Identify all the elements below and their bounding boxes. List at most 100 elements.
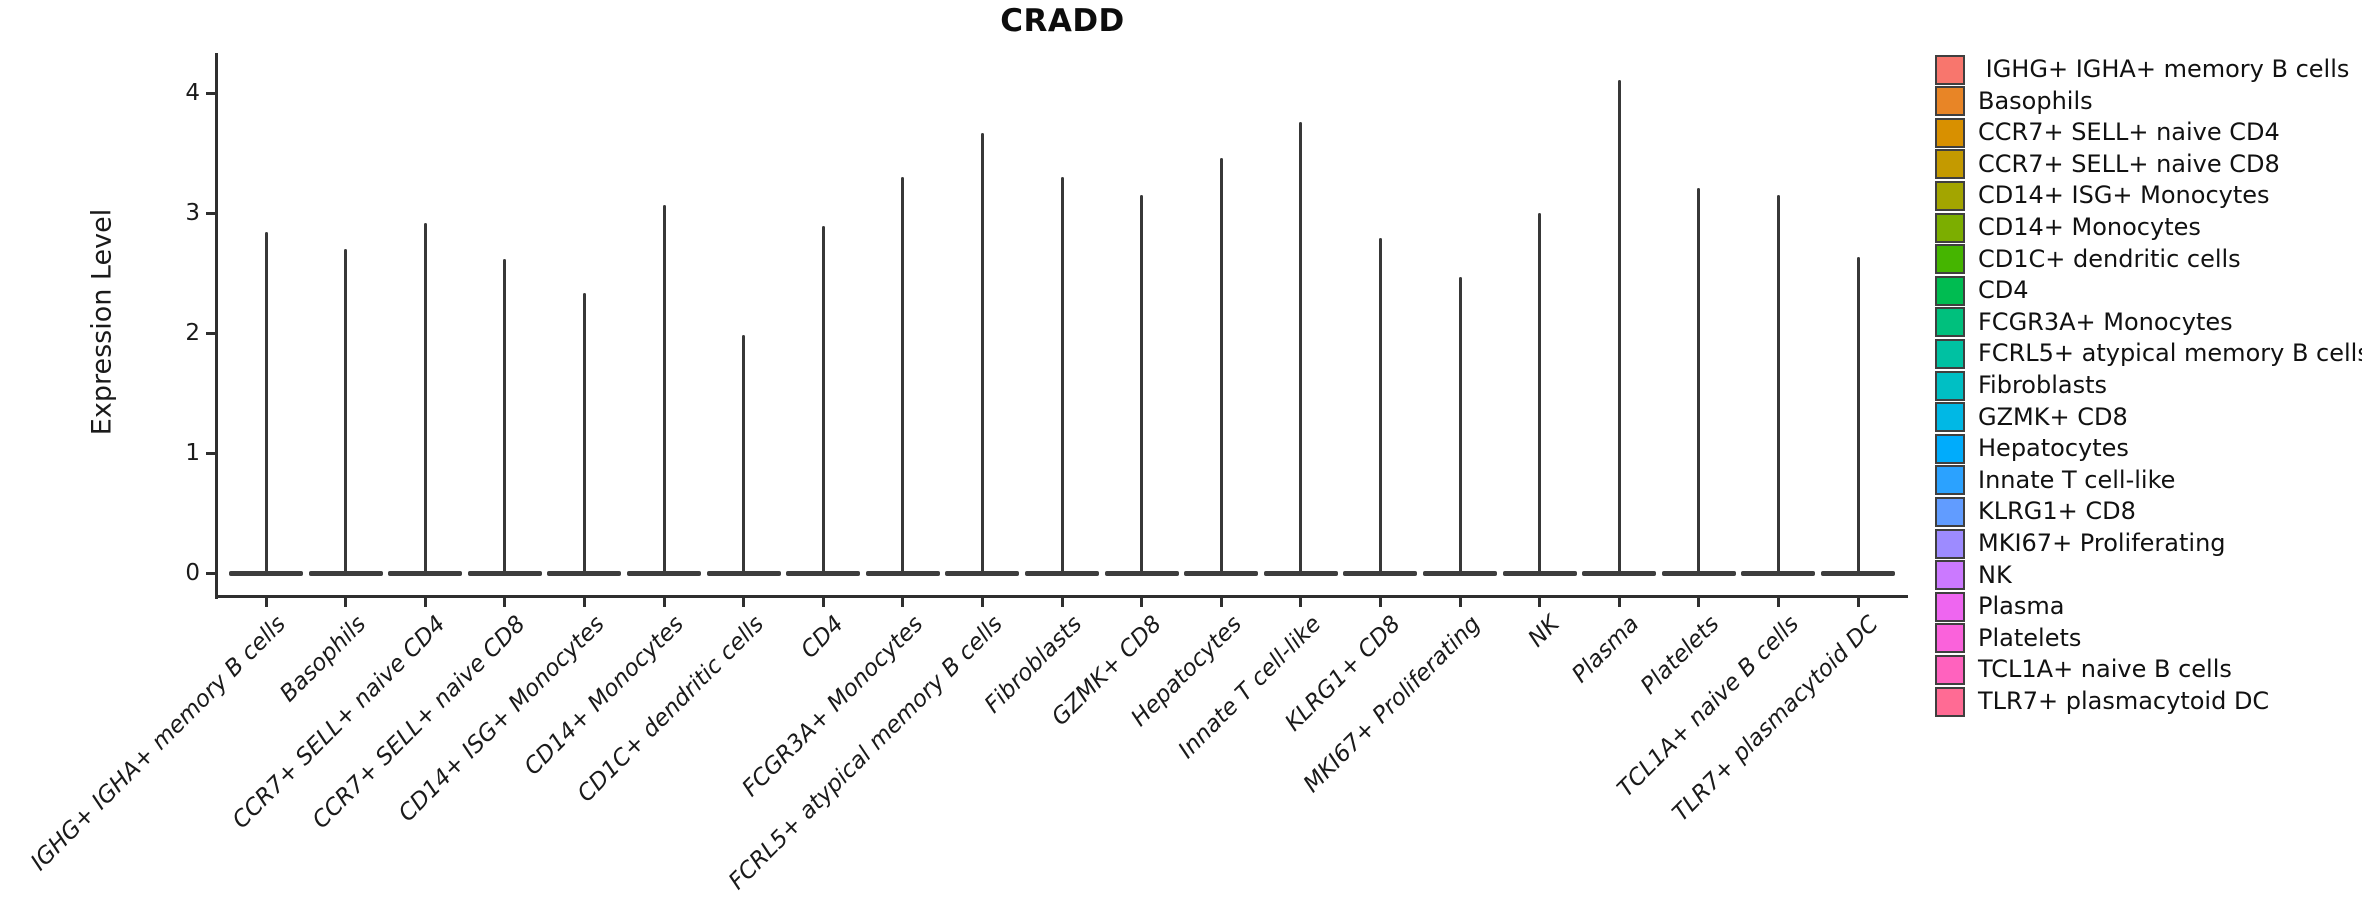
legend-row: CD14+ Monocytes <box>1935 212 2201 243</box>
violin-spike <box>1458 276 1462 575</box>
x-tick <box>1219 598 1223 607</box>
x-tick <box>901 598 905 607</box>
x-tick <box>980 598 984 607</box>
x-tick <box>1538 598 1542 607</box>
legend-label: CCR7+ SELL+ naive CD4 <box>1978 118 2280 147</box>
legend-label: Hepatocytes <box>1978 434 2129 463</box>
y-tick-label: 4 <box>185 80 200 106</box>
violin-spike <box>582 293 586 575</box>
violin-base <box>865 570 940 576</box>
legend-color-swatch <box>1935 686 1965 717</box>
legend-color-swatch <box>1935 338 1965 369</box>
y-axis-line <box>215 53 218 599</box>
legend-color-swatch <box>1935 149 1965 180</box>
legend-label: NK <box>1978 560 2012 589</box>
violin-base <box>229 570 303 576</box>
violin-spike <box>423 222 427 575</box>
x-tick-label: CD4 <box>795 611 849 664</box>
violin-spike <box>821 226 825 575</box>
y-tick <box>206 91 215 95</box>
violin-spike <box>901 177 905 575</box>
legend-row: Platelets <box>1935 623 2081 654</box>
violin-spike <box>1060 177 1064 575</box>
y-tick <box>206 451 215 455</box>
x-tick <box>264 598 268 607</box>
y-tick <box>206 331 215 335</box>
x-tick <box>1140 598 1144 607</box>
legend-color-swatch <box>1935 560 1965 591</box>
legend-row: CD1C+ dendritic cells <box>1935 244 2241 275</box>
violin-spike <box>344 249 348 575</box>
legend-color-swatch <box>1935 623 1965 654</box>
x-tick <box>1299 598 1303 607</box>
legend-label: FCGR3A+ Monocytes <box>1978 307 2233 336</box>
legend-color-swatch <box>1935 244 1965 275</box>
legend-row: FCGR3A+ Monocytes <box>1935 307 2233 338</box>
violin-base <box>388 570 463 576</box>
violin-base <box>308 570 383 576</box>
legend-row: NK <box>1935 560 2012 591</box>
violin-spike <box>1776 195 1780 575</box>
legend-row: GZMK+ CD8 <box>1935 402 2128 433</box>
legend-color-swatch <box>1935 275 1965 306</box>
legend-color-swatch <box>1935 528 1965 559</box>
legend-color-swatch <box>1935 402 1965 433</box>
violin-spike <box>503 258 507 575</box>
legend-label: TLR7+ plasmacytoid DC <box>1978 687 2270 715</box>
y-tick <box>206 571 215 575</box>
legend-color-swatch <box>1935 117 1965 148</box>
legend-label: CD4 <box>1978 276 2029 305</box>
violin-base <box>1741 570 1816 576</box>
y-axis-label: Expression Level <box>86 208 118 436</box>
violin-base <box>1184 570 1259 576</box>
legend-label: FCRL5+ atypical memory B cells <box>1978 339 2362 368</box>
x-tick-label: Plasma <box>1567 611 1645 688</box>
violin-spike <box>1378 238 1382 575</box>
legend-color-swatch <box>1935 212 1965 243</box>
legend-color-swatch <box>1935 180 1965 211</box>
violin-spike <box>1538 213 1542 575</box>
violin-spike <box>1299 121 1303 575</box>
violin-base <box>1502 570 1577 576</box>
violin-base <box>1343 570 1418 576</box>
legend-label: MKI67+ Proliferating <box>1978 529 2226 557</box>
x-tick <box>821 598 825 607</box>
violin-base <box>1423 570 1497 576</box>
x-tick <box>742 598 746 607</box>
violin-base <box>1582 570 1657 576</box>
legend-color-swatch <box>1935 591 1965 622</box>
violin-base <box>547 570 622 576</box>
legend-label: Plasma <box>1978 592 2065 621</box>
legend-row: Fibroblasts <box>1935 370 2107 401</box>
legend-color-swatch <box>1935 307 1965 338</box>
legend-row: TCL1A+ naive B cells <box>1935 654 2232 685</box>
violin-spike <box>264 232 268 575</box>
legend-row: MKI67+ Proliferating <box>1935 528 2226 559</box>
x-axis-line <box>215 595 1908 598</box>
legend-row: CD14+ ISG+ Monocytes <box>1935 180 2270 211</box>
x-tick <box>1776 598 1780 607</box>
legend-color-swatch <box>1935 370 1965 401</box>
violin-spike <box>980 132 984 575</box>
violin-base <box>1821 570 1895 576</box>
legend-label: GZMK+ CD8 <box>1978 402 2128 431</box>
violin-base <box>786 570 861 576</box>
legend-row: CCR7+ SELL+ naive CD4 <box>1935 117 2280 148</box>
x-tick <box>1458 598 1462 607</box>
legend-color-swatch <box>1935 433 1965 464</box>
x-tick <box>582 598 586 607</box>
legend-color-swatch <box>1935 86 1965 117</box>
legend-label: KLRG1+ CD8 <box>1978 497 2136 526</box>
x-tick-label: IGHG+ IGHA+ memory B cells <box>26 611 292 876</box>
legend-row: FCRL5+ atypical memory B cells <box>1935 338 2362 369</box>
y-tick-label: 3 <box>185 200 200 226</box>
legend-color-swatch <box>1935 465 1965 496</box>
violin-base <box>1025 570 1099 576</box>
x-tick-label: Innate T cell-like <box>1173 611 1327 764</box>
violin-base <box>1263 570 1338 576</box>
y-tick-label: 0 <box>185 560 200 586</box>
legend-row: Plasma <box>1935 591 2064 622</box>
legend-row: IGHG+ IGHA+ memory B cells <box>1935 54 2349 85</box>
x-tick-label: NK <box>1523 611 1565 653</box>
violin-spike <box>662 204 666 575</box>
